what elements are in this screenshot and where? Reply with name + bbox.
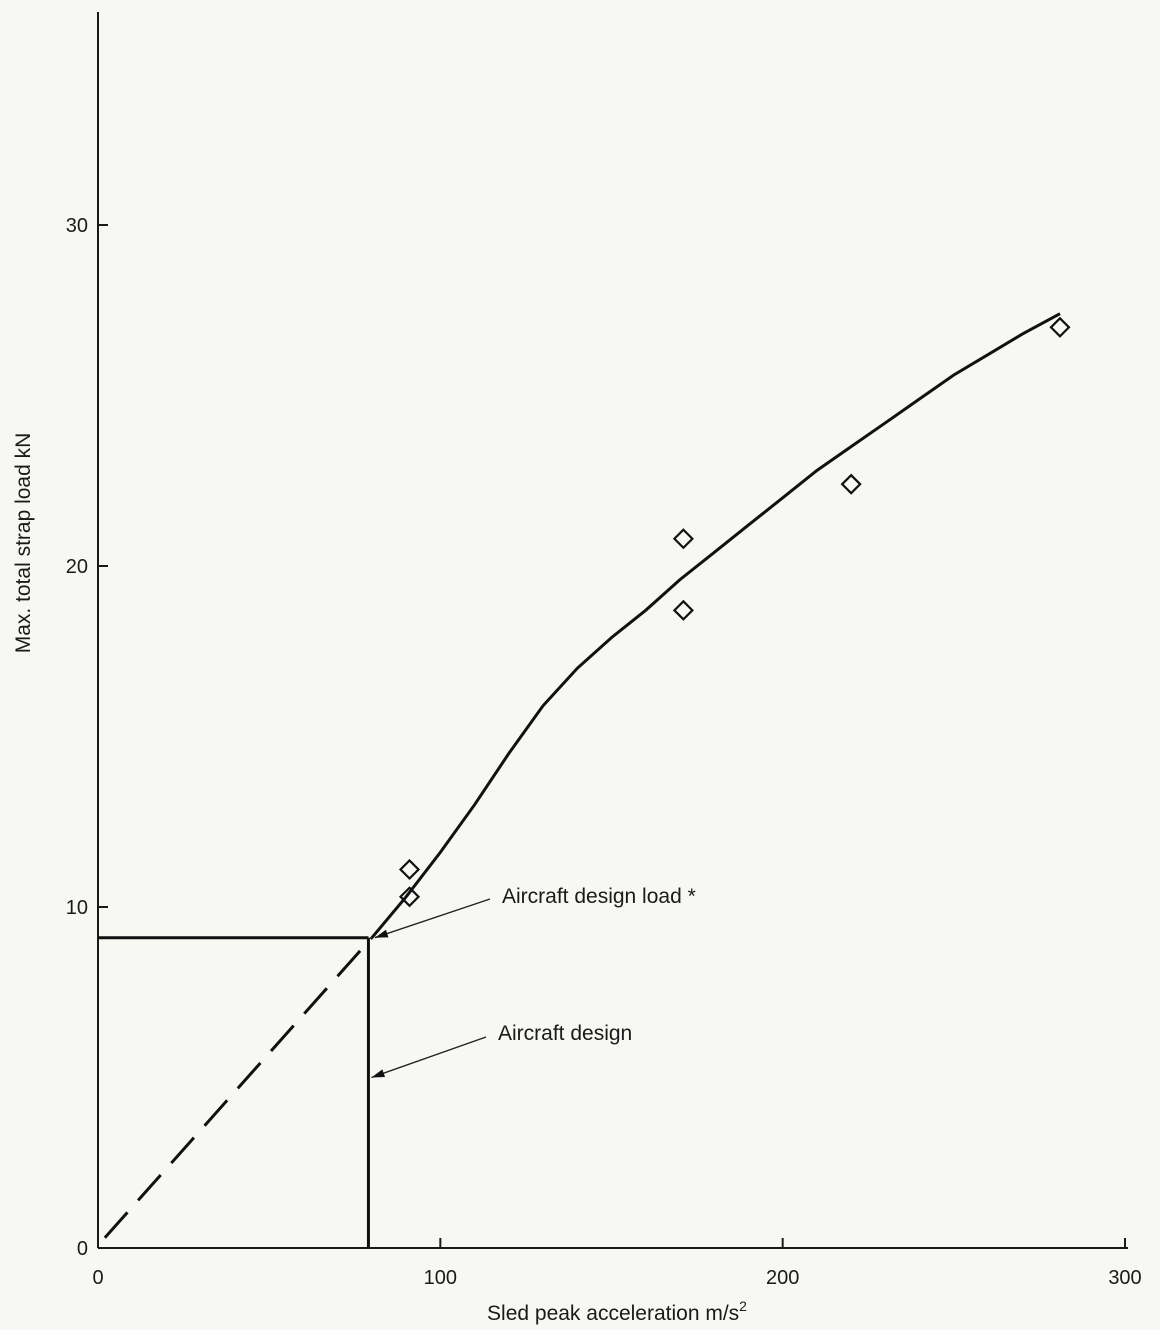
annotation-design: Aircraft design: [498, 1022, 632, 1045]
reference-lines: [98, 936, 370, 1248]
y-ticks: 0 10 20 30: [66, 215, 108, 1260]
x-tick-label: 100: [424, 1267, 457, 1289]
data-point-marker: [1049, 316, 1071, 338]
annotation-pointer-line: [371, 1036, 487, 1079]
data-point-marker: [398, 886, 421, 908]
x-tick-label: 0: [92, 1267, 103, 1289]
y-axis-title: Max. total strap load kN: [12, 433, 35, 654]
axes: [97, 12, 1128, 1249]
x-axis-title-superscript: 2: [739, 1298, 747, 1314]
data-point-marker: [672, 599, 694, 621]
x-axis-title: Sled peak acceleration m/s2: [487, 1298, 747, 1325]
annotation-arrowhead: [371, 1069, 386, 1078]
y-tick-label: 0: [77, 1238, 88, 1260]
y-tick-label: 10: [66, 897, 88, 919]
data-point-marker: [840, 473, 862, 495]
y-tick-label: 20: [66, 556, 88, 578]
fit-curve: [370, 312, 1061, 939]
annotation-arrowhead: [374, 929, 389, 938]
data-point-marker: [398, 858, 421, 881]
y-tick-label: 30: [66, 215, 88, 237]
x-tick-label: 200: [766, 1267, 799, 1289]
annotation-pointer-line: [374, 898, 491, 939]
curves: [103, 312, 1061, 1239]
data-points: [398, 316, 1071, 908]
annotations: Aircraft design load * Aircraft design: [371, 885, 696, 1079]
x-ticks: 0 100 200 300: [92, 1238, 1142, 1289]
extrapolation-dashed-line: [103, 936, 373, 1239]
annotation-design-load: Aircraft design load *: [502, 885, 696, 908]
x-tick-label: 300: [1108, 1267, 1141, 1289]
data-point-marker: [672, 528, 694, 550]
